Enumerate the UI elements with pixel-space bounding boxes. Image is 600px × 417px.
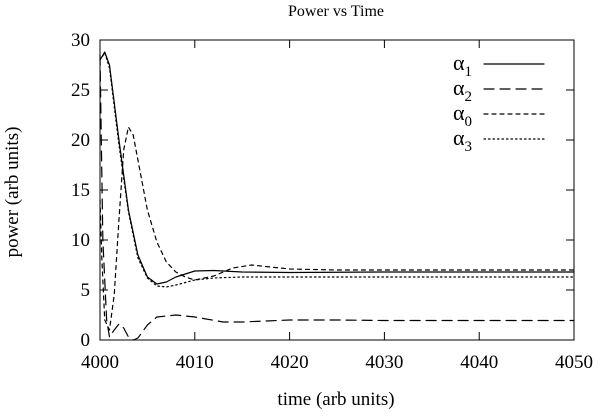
series-line-alpha-3 bbox=[99, 52, 575, 288]
x-axis-label: time (arb units) bbox=[277, 389, 394, 410]
x-tick-label: 4040 bbox=[460, 352, 498, 373]
series-line-alpha-0 bbox=[99, 126, 575, 331]
legend-label-alpha-3: α3 bbox=[453, 125, 472, 155]
x-tick-label: 4030 bbox=[365, 352, 403, 373]
y-tick-label: 0 bbox=[81, 330, 91, 351]
x-tick-label: 4000 bbox=[81, 352, 119, 373]
legend-alpha-symbol: α bbox=[453, 100, 465, 125]
y-axis-label: power (arb units) bbox=[2, 127, 23, 258]
y-tick-label: 15 bbox=[71, 180, 90, 201]
x-tick-label: 4010 bbox=[176, 352, 214, 373]
legend-alpha-symbol: α bbox=[453, 75, 465, 100]
x-tick-label: 4020 bbox=[271, 352, 309, 373]
plot-layer: 4000 4010 4020 4030 4040 4050051015202530α1α2… bbox=[71, 30, 593, 373]
y-tick-label: 5 bbox=[81, 280, 91, 301]
legend-alpha-symbol: α bbox=[453, 125, 465, 150]
chart-title: Power vs Time bbox=[288, 3, 384, 20]
legend-alpha-symbol: α bbox=[453, 50, 465, 75]
plot-frame bbox=[99, 39, 575, 341]
legend-label-alpha-2: α2 bbox=[453, 75, 472, 105]
y-tick-label: 20 bbox=[71, 130, 90, 151]
series-line-alpha-2 bbox=[99, 54, 575, 341]
y-tick-label: 10 bbox=[71, 230, 90, 251]
legend-alpha-subscript: 2 bbox=[465, 89, 473, 105]
y-tick-label: 30 bbox=[71, 30, 90, 51]
legend-alpha-subscript: 0 bbox=[465, 114, 473, 130]
series-line-alpha-1 bbox=[99, 51, 575, 285]
x-tick-label: 4050 bbox=[555, 352, 593, 373]
legend-alpha-subscript: 3 bbox=[465, 139, 473, 155]
legend-alpha-subscript: 1 bbox=[465, 64, 473, 80]
y-tick-label: 25 bbox=[71, 80, 90, 101]
legend-label-alpha-0: α0 bbox=[453, 100, 472, 130]
legend-label-alpha-1: α1 bbox=[453, 50, 472, 80]
